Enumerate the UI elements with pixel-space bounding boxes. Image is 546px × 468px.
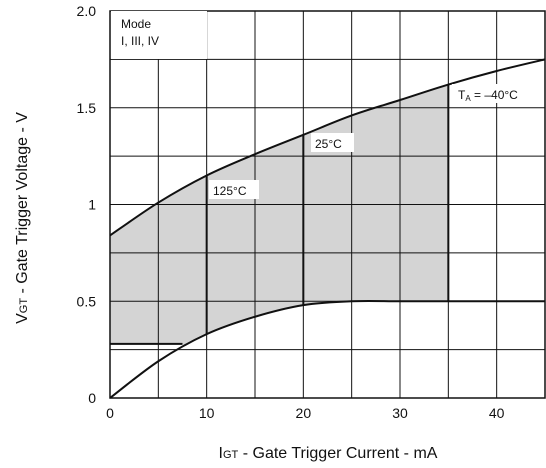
- x-tick-label: 0: [106, 405, 114, 421]
- label-125c: 125°C: [213, 184, 247, 198]
- temperature-lines: [205, 84, 450, 335]
- mode-box: [111, 11, 207, 59]
- shaded-trigger-region: [110, 84, 449, 347]
- upper-boundary-curve: [109, 58, 546, 237]
- y-tick-label: 0: [88, 390, 96, 406]
- plot-frame: [109, 10, 546, 399]
- x-tick-label: 20: [296, 405, 312, 421]
- y-tick-label: 1: [88, 197, 96, 213]
- y-tick-label: 0.5: [77, 293, 97, 309]
- label-minus40c: TA = –40°C: [458, 88, 518, 103]
- x-tick-label: 40: [489, 405, 505, 421]
- y-axis-label: VGT - Gate Trigger Voltage - V: [14, 112, 31, 324]
- label-125c-bg: [209, 180, 259, 199]
- label-25c-bg: [311, 133, 354, 152]
- x-axis-label: IGT - Gate Trigger Current - mA: [219, 445, 438, 462]
- label-25c: 25°C: [315, 137, 342, 151]
- y-tick-labels: 0 0.5 1 1.5 2.0: [77, 3, 97, 406]
- label-minus40c-bg: [452, 84, 536, 103]
- y-tick-label: 1.5: [77, 100, 97, 116]
- x-tick-labels: 0 10 20 30 40: [106, 405, 505, 421]
- y-tick-label: 2.0: [77, 3, 97, 19]
- x-tick-label: 10: [199, 405, 215, 421]
- x-tick-label: 30: [392, 405, 408, 421]
- lower-boundary-curve: [109, 299, 545, 399]
- mode-label: Mode: [121, 17, 151, 31]
- mode-quadrants-label: I, III, IV: [121, 34, 159, 48]
